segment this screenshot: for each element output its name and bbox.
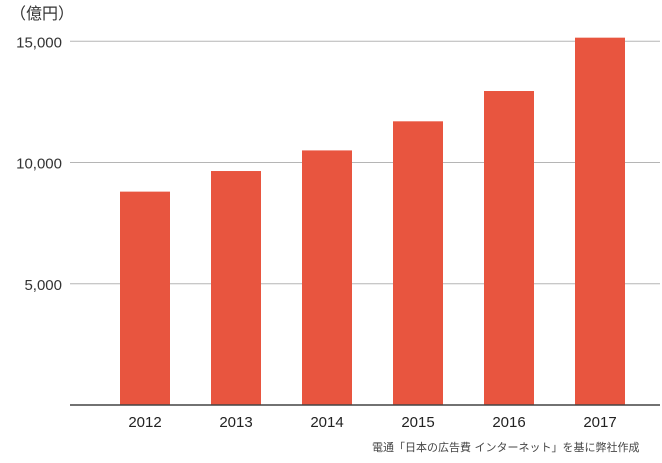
x-tick-label-2015: 2015 (401, 414, 434, 431)
x-tick-label-2013: 2013 (219, 414, 252, 431)
bar-2015 (393, 121, 443, 406)
x-tick-label-2014: 2014 (310, 414, 343, 431)
x-tick-label-2012: 2012 (128, 414, 161, 431)
source-note: 電通「日本の広告費 インターネット」を基に弊社作成 (372, 441, 640, 454)
y-tick-label-15000: 15,000 (16, 34, 62, 51)
x-tick-label-2016: 2016 (492, 414, 525, 431)
bar-2017 (575, 37, 625, 406)
bar-2013 (211, 171, 261, 405)
y-tick-label-5000: 5,000 (24, 277, 62, 294)
bar-2012 (120, 191, 170, 405)
bar-2016 (484, 91, 534, 406)
x-tick-label-2017: 2017 (583, 414, 616, 431)
y-tick-label-10000: 10,000 (16, 156, 62, 173)
bar-2014 (302, 150, 352, 405)
y-axis-unit-label: （億円） (10, 4, 75, 23)
